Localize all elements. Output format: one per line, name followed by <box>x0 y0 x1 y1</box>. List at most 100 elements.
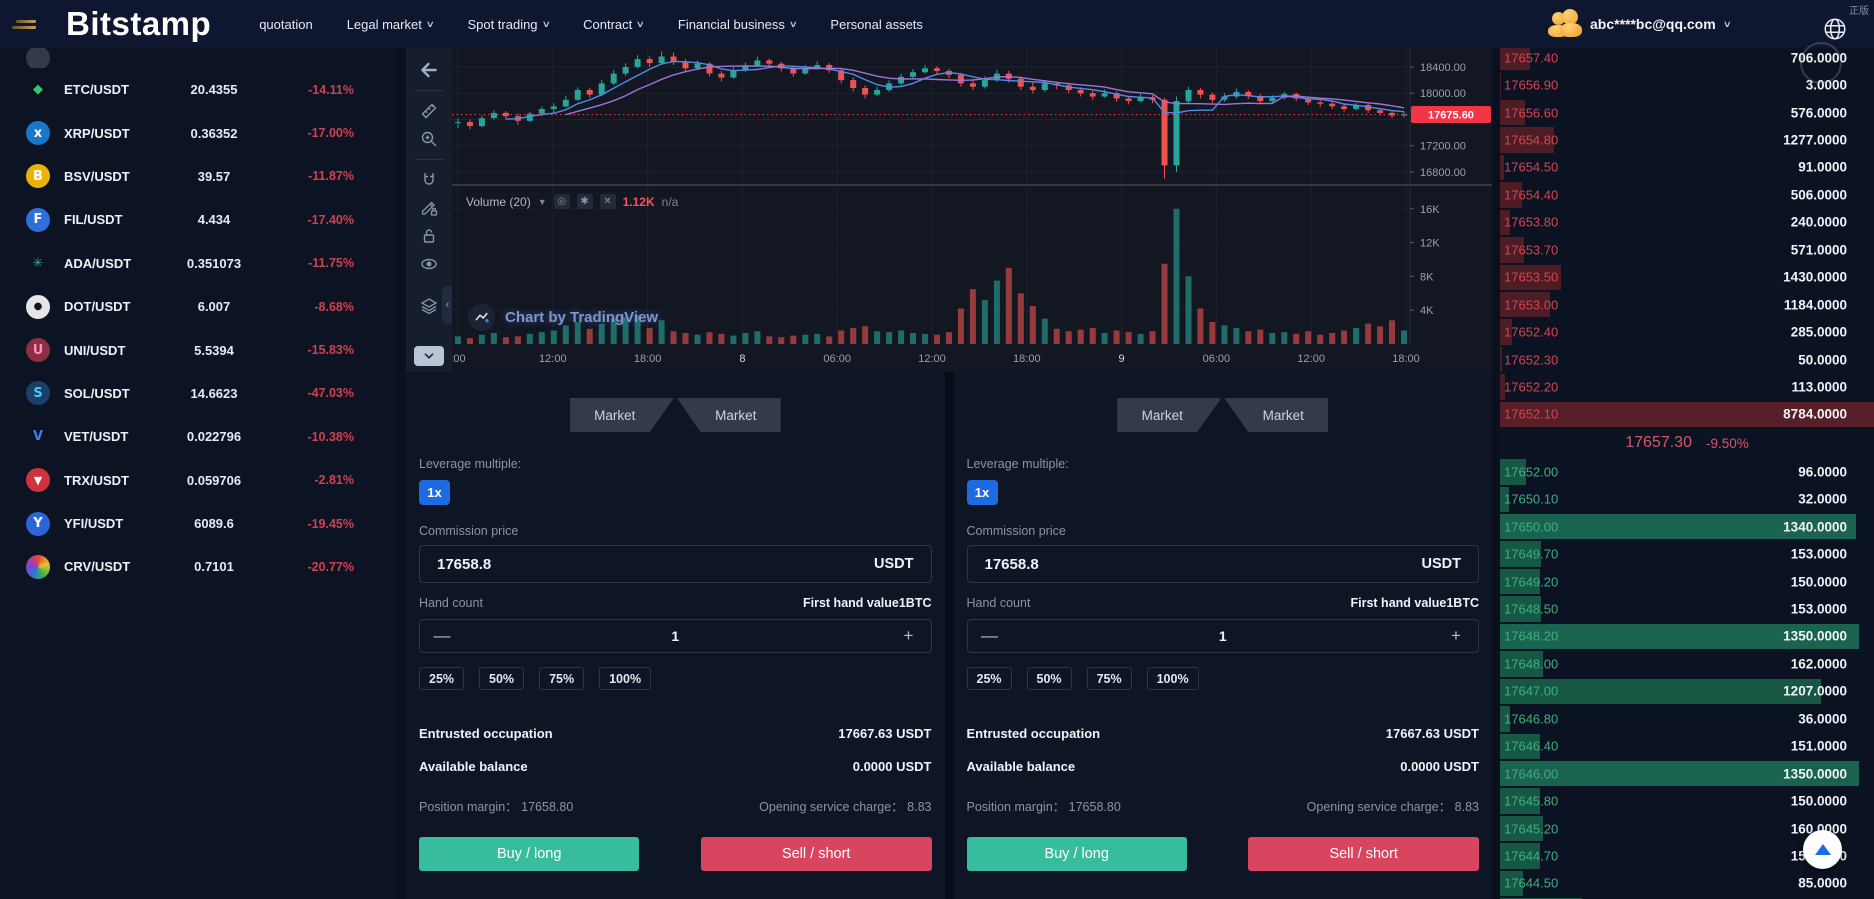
ruler-icon[interactable] <box>412 97 446 125</box>
pair-row-crv[interactable]: CRV/USDT 0.7101 -20.77% <box>0 545 394 588</box>
bid-row[interactable]: 17647.00 1207.0000 <box>1500 678 1874 705</box>
buy-long-button[interactable]: Buy / long <box>966 837 1187 871</box>
bid-row[interactable]: 17650.10 32.0000 <box>1500 486 1874 513</box>
pair-row-etc[interactable]: ◆ ETC/USDT 20.4355 -14.11% <box>0 68 394 111</box>
lock-icon[interactable] <box>412 222 446 250</box>
ask-row[interactable]: 17653.70 571.0000 <box>1500 236 1874 263</box>
percent-50-button[interactable]: 50% <box>479 667 525 690</box>
account-dropdown[interactable]: abc****bc@qq.com ∨ <box>1548 0 1732 48</box>
toolbar-collapse-handle[interactable]: ‹ <box>442 286 453 324</box>
pair-row-xrp[interactable]: x XRP/USDT 0.36352 -17.00% <box>0 111 394 154</box>
bid-row[interactable]: 17645.20 160.0000 <box>1500 815 1874 842</box>
book-price: 17656.60 <box>1504 105 1559 121</box>
ask-row[interactable]: 17653.50 1430.0000 <box>1500 264 1874 291</box>
menu-item-spot-trading[interactable]: Spot trading ∨ <box>467 16 551 32</box>
stepper-minus-button[interactable]: — <box>433 626 451 645</box>
tradingview-attribution[interactable]: Chart by TradingView <box>468 304 658 331</box>
menu-item-contract[interactable]: Contract ∨ <box>583 16 646 32</box>
volume-legend-label[interactable]: Volume (20) <box>466 194 531 209</box>
ask-row[interactable]: 17652.30 50.0000 <box>1500 346 1874 373</box>
bid-row[interactable]: 17646.00 1350.0000 <box>1500 760 1874 787</box>
percent-25-button[interactable]: 25% <box>966 667 1012 690</box>
settings-gear-icon[interactable]: ✱ <box>576 194 593 209</box>
pair-row-clipped[interactable] <box>0 48 394 68</box>
bid-row[interactable]: 17646.40 151.0000 <box>1500 733 1874 760</box>
ask-row[interactable]: 17652.20 113.0000 <box>1500 373 1874 400</box>
book-price: 17650.10 <box>1504 491 1559 507</box>
menu-item-financial-business[interactable]: Financial business ∨ <box>677 16 798 32</box>
ask-row[interactable]: 17654.80 1277.0000 <box>1500 126 1874 153</box>
draw-lock-icon[interactable] <box>412 194 446 222</box>
pair-row-sol[interactable]: S SOL/USDT 14.6623 -47.03% <box>0 372 394 415</box>
ask-row[interactable]: 17656.90 3.0000 <box>1500 71 1874 98</box>
ask-row[interactable]: 17657.40 706.0000 <box>1500 48 1874 71</box>
bid-row[interactable]: 17648.50 153.0000 <box>1500 595 1874 622</box>
eye-icon[interactable]: ◎ <box>553 194 570 209</box>
buy-long-button[interactable]: Buy / long <box>419 837 640 871</box>
stepper-value[interactable]: 1 <box>671 628 680 644</box>
tab-market-1[interactable]: Market <box>570 398 674 432</box>
percent-100-button[interactable]: 100% <box>1146 667 1199 690</box>
tradingview-chart[interactable]: 18400.00 18000.00 17200.00 16800.00 17675.60… <box>450 48 1492 372</box>
ask-row[interactable]: 17652.40 285.0000 <box>1500 318 1874 345</box>
menu-item-quotation[interactable]: quotation <box>259 16 313 32</box>
pair-row-ada[interactable]: ✳ ADA/USDT 0.351073 -11.75% <box>0 242 394 285</box>
layers-icon[interactable] <box>412 292 446 320</box>
menu-item-legal-market[interactable]: Legal market ∨ <box>346 16 435 32</box>
tab-market-2[interactable]: Market <box>676 398 781 432</box>
close-icon[interactable]: ✕ <box>599 194 616 209</box>
bid-row[interactable]: 17648.00 162.0000 <box>1500 650 1874 677</box>
pair-row-fil[interactable]: F FIL/USDT 4.434 -17.40% <box>0 198 394 241</box>
pair-price: 6089.6 <box>194 516 234 532</box>
tab-market-2[interactable]: Market <box>1224 398 1329 432</box>
book-amount: 150.0000 <box>1790 574 1847 590</box>
bid-row[interactable]: 17649.20 150.0000 <box>1500 568 1874 595</box>
pair-row-bsv[interactable]: B BSV/USDT 39.57 -11.87% <box>0 155 394 198</box>
bid-row[interactable]: 17645.80 150.0000 <box>1500 787 1874 814</box>
stepper-plus-button[interactable]: + <box>1451 626 1461 645</box>
ask-row[interactable]: 17653.80 240.0000 <box>1500 209 1874 236</box>
percent-50-button[interactable]: 50% <box>1026 667 1072 690</box>
sell-short-button[interactable]: Sell / short <box>1248 837 1479 871</box>
percent-75-button[interactable]: 75% <box>1086 667 1132 690</box>
bid-row[interactable]: 17649.70 153.0000 <box>1500 540 1874 567</box>
tab-market-1[interactable]: Market <box>1117 398 1221 432</box>
pair-row-vet[interactable]: V VET/USDT 0.022796 -10.38% <box>0 415 394 458</box>
language-globe-icon[interactable] <box>1822 16 1848 42</box>
menu-item-personal-assets[interactable]: Personal assets <box>830 16 923 32</box>
commission-price-input[interactable]: 17658.8 USDT <box>419 545 932 583</box>
ask-row[interactable]: 17653.00 1184.0000 <box>1500 291 1874 318</box>
ask-row[interactable]: 17656.60 576.0000 <box>1500 99 1874 126</box>
bid-row[interactable]: 17652.00 96.0000 <box>1500 458 1874 485</box>
magnet-icon[interactable] <box>412 166 446 194</box>
stepper-value[interactable]: 1 <box>1218 628 1227 644</box>
pair-row-yfi[interactable]: Y YFI/USDT 6089.6 -19.45% <box>0 502 394 545</box>
commission-price-input[interactable]: 17658.8 USDT <box>966 545 1479 583</box>
ask-row[interactable]: 17654.50 91.0000 <box>1500 154 1874 181</box>
stepper-minus-button[interactable]: — <box>981 626 998 645</box>
scroll-top-button[interactable] <box>1803 830 1842 869</box>
back-arrow-icon[interactable] <box>412 56 446 84</box>
chevron-down-icon[interactable]: ▼ <box>537 196 547 207</box>
pair-row-trx[interactable]: ▼ TRX/USDT 0.059706 -2.81% <box>0 459 394 502</box>
ask-row[interactable]: 17652.10 8784.0000 <box>1500 401 1874 428</box>
toolbar-expand-button[interactable] <box>414 346 444 366</box>
percent-75-button[interactable]: 75% <box>539 667 585 690</box>
eye-icon[interactable] <box>412 250 446 278</box>
bid-row[interactable]: 17650.00 1340.0000 <box>1500 513 1874 540</box>
bid-row[interactable]: 17648.20 1350.0000 <box>1500 623 1874 650</box>
pair-row-uni[interactable]: U UNI/USDT 5.5394 -15.83% <box>0 328 394 371</box>
hamburger-menu-icon[interactable] <box>12 17 36 32</box>
sell-short-button[interactable]: Sell / short <box>700 837 932 871</box>
leverage-1x-button[interactable]: 1x <box>966 480 998 505</box>
stepper-plus-button[interactable]: + <box>903 626 914 645</box>
service-charge-value: 8.83 <box>1454 800 1479 814</box>
zoom-in-icon[interactable] <box>412 125 446 153</box>
bid-row[interactable]: 17644.50 85.0000 <box>1500 870 1874 897</box>
pair-row-dot[interactable]: ● DOT/USDT 6.007 -8.68% <box>0 285 394 328</box>
bid-row[interactable]: 17646.80 36.0000 <box>1500 705 1874 732</box>
leverage-1x-button[interactable]: 1x <box>419 480 450 505</box>
percent-100-button[interactable]: 100% <box>599 667 652 690</box>
ask-row[interactable]: 17654.40 506.0000 <box>1500 181 1874 208</box>
percent-25-button[interactable]: 25% <box>419 667 465 690</box>
